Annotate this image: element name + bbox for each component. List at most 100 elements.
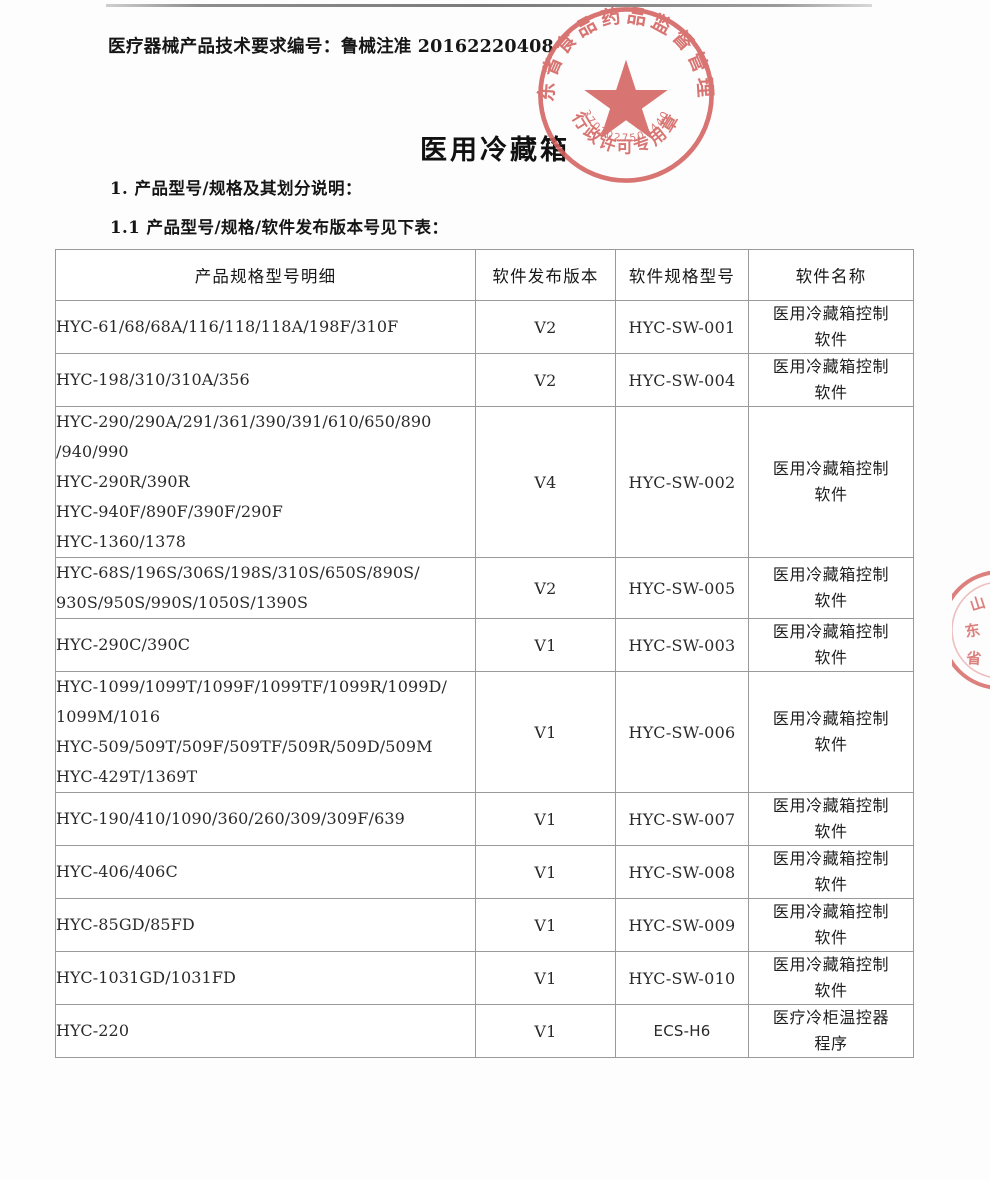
spec-table: 产品规格型号明细 软件发布版本 软件规格型号 软件名称 HYC-61/68/68… (55, 249, 914, 1058)
column-header-sw-name: 软件名称 (748, 249, 914, 301)
cell-sw-model: HYC-SW-009 (615, 898, 749, 952)
registration-number: 鲁械注准 20162220408 (340, 37, 554, 57)
table-row: HYC-290C/390C V1 HYC-SW-003 医用冷藏箱控制 软件 (55, 618, 914, 672)
sw-name-line: 医用冷藏箱控制 (772, 622, 890, 641)
table-row: HYC-68S/196S/306S/198S/310S/650S/890S/93… (55, 557, 914, 619)
cell-sw-model: HYC-SW-005 (615, 557, 749, 619)
cell-models: HYC-290C/390C (55, 618, 476, 672)
table-row: HYC-190/410/1090/360/260/309/309F/639 V1 H… (55, 792, 914, 846)
sw-name-line: 软件 (814, 591, 848, 610)
table-header-row: 产品规格型号明细 软件发布版本 软件规格型号 软件名称 (55, 249, 914, 301)
cell-sw-model: HYC-SW-007 (615, 792, 749, 846)
table-body: HYC-61/68/68A/116/118/118A/198F/310F V2 HY… (55, 300, 914, 1058)
cell-models: HYC-68S/196S/306S/198S/310S/650S/890S/93… (55, 557, 476, 619)
page-top-rule (106, 4, 872, 7)
model-line: 930S/950S/990S/1050S/1390S (56, 593, 309, 612)
model-line: HYC-429T/1369T (56, 767, 198, 786)
cell-sw-model: HYC-SW-006 (615, 671, 749, 793)
svg-text:省: 省 (965, 649, 982, 668)
cell-sw-name: 医用冷藏箱控制 软件 (748, 951, 914, 1005)
model-line: /940/990 (56, 442, 129, 461)
sw-name-line: 软件 (814, 928, 848, 947)
table-row: HYC-198/310/310A/356 V2 HYC-SW-004 医用冷藏箱控制软… (55, 353, 914, 407)
sw-name-line: 医用冷藏箱控制 (772, 955, 890, 974)
table-row: HYC-1099/1099T/1099F/1099TF/1099R/1099D/… (55, 671, 914, 793)
cell-models: HYC-290/290A/291/361/390/391/610/650/890… (55, 406, 476, 558)
svg-text:山东省食品药品监督管理局: 山东省食品药品监督管理局 (533, 2, 717, 103)
sw-name-line: 医用冷藏箱控制 (772, 849, 890, 868)
table-row: HYC-220 V1 ECS-H6 医疗冷柜温控器 程序 (55, 1004, 914, 1058)
cell-version: V1 (475, 845, 616, 899)
sw-name-line: 软件 (814, 822, 848, 841)
cell-models: HYC-220 (55, 1004, 476, 1058)
cell-sw-model: HYC-SW-008 (615, 845, 749, 899)
sw-name-line: 软件 (814, 485, 848, 504)
table-head: 产品规格型号明细 软件发布版本 软件规格型号 软件名称 (55, 249, 914, 301)
sw-name-line: 医疗冷柜温控器 (772, 1008, 890, 1027)
sw-name-line: 软件 (814, 648, 848, 667)
model-line: HYC-85GD/85FD (56, 915, 195, 934)
column-header-version: 软件发布版本 (475, 249, 616, 301)
sw-name-line: 软件 (814, 875, 848, 894)
cell-sw-name: 医疗冷柜温控器 程序 (748, 1004, 914, 1058)
sw-name-line: 医用冷藏箱控制 (772, 357, 890, 376)
sw-name-line: 程序 (814, 1034, 848, 1053)
cell-sw-name: 医用冷藏箱控制 软件 (748, 792, 914, 846)
sw-name-line: 软件 (814, 981, 848, 1000)
cell-sw-name: 医用冷藏箱控制 软件 (748, 353, 914, 407)
table-row: HYC-85GD/85FD V1 HYC-SW-009 医用冷藏箱控制 软件 (55, 898, 914, 952)
cell-sw-model: HYC-SW-002 (615, 406, 749, 558)
model-line: HYC-1360/1378 (56, 532, 187, 551)
sw-name-line: 医用冷藏箱控制 (772, 796, 890, 815)
sw-name-line: 软件 (814, 383, 848, 402)
cell-version: V1 (475, 951, 616, 1005)
model-line: HYC-61/68/68A/116/118/118A/198F/310F (56, 317, 399, 336)
table-row: HYC-61/68/68A/116/118/118A/198F/310F V2 HY… (55, 300, 914, 354)
model-line: HYC-940F/890F/390F/290F (56, 502, 283, 521)
cell-sw-name: 医用冷藏箱控制 软件 (748, 898, 914, 952)
page-title: 医用冷藏箱 (420, 135, 570, 166)
cell-version: V1 (475, 1004, 616, 1058)
cell-version: V1 (475, 618, 616, 672)
model-line: HYC-406/406C (56, 862, 178, 881)
cell-models: HYC-190/410/1090/360/260/309/309F/639 (55, 792, 476, 846)
model-line: 1099M/1016 (56, 707, 161, 726)
cell-sw-name: 医用冷藏箱控制 软件 (748, 406, 914, 558)
cell-sw-model: HYC-SW-001 (615, 300, 749, 354)
model-line: HYC-220 (56, 1021, 130, 1040)
cell-sw-name: 医用冷藏箱控制 软件 (748, 845, 914, 899)
sw-name-line: 软件 (814, 330, 848, 349)
table-row: HYC-1031GD/1031FD V1 HYC-SW-010 医用冷藏箱控制 软件 (55, 951, 914, 1005)
cell-models: HYC-61/68/68A/116/118/118A/198F/310F (55, 300, 476, 354)
svg-text:东: 东 (964, 621, 982, 641)
sw-name-line: 医用冷藏箱控制 (772, 304, 890, 323)
section-heading-1: 1. 产品型号/规格及其划分说明： (110, 179, 362, 198)
model-line: HYC-1099/1099T/1099F/1099TF/1099R/1099D/ (56, 677, 447, 696)
cell-version: V1 (475, 671, 616, 793)
cell-sw-model: ECS-H6 (615, 1004, 749, 1058)
sw-name-line: 医用冷藏箱控制 (772, 902, 890, 921)
cell-sw-model: HYC-SW-004 (615, 353, 749, 407)
svg-text:山: 山 (968, 593, 988, 615)
cell-sw-name: 医用冷藏箱控制 软件 (748, 557, 914, 619)
cell-sw-model: HYC-SW-010 (615, 951, 749, 1005)
column-header-models: 产品规格型号明细 (55, 249, 476, 301)
sw-name-line: 软件 (814, 735, 848, 754)
cell-sw-model: HYC-SW-003 (615, 618, 749, 672)
model-line: HYC-1031GD/1031FD (56, 968, 236, 987)
model-line: HYC-509/509T/509F/509TF/509R/509D/509M (56, 737, 433, 756)
sw-name-line: 医用冷藏箱控制 (772, 565, 890, 584)
sw-name-line: 医用冷藏箱控制 (772, 709, 890, 728)
section-heading-1-1: 1.1 产品型号/规格/软件发布版本号见下表： (110, 218, 449, 237)
cell-sw-name: 医用冷藏箱控制 软件 (748, 671, 914, 793)
model-line: HYC-290/290A/291/361/390/391/610/650/890 (56, 412, 432, 431)
model-line: HYC-198/310/310A/356 (56, 370, 250, 389)
cell-sw-name: 医用冷藏箱控制 软件 (748, 618, 914, 672)
header-label: 医疗器械产品技术要求编号： (108, 37, 341, 57)
cell-version: V4 (475, 406, 616, 558)
cell-models: HYC-1031GD/1031FD (55, 951, 476, 1005)
model-line: HYC-68S/196S/306S/198S/310S/650S/890S/ (56, 563, 420, 582)
cell-version: V1 (475, 898, 616, 952)
cell-models: HYC-406/406C (55, 845, 476, 899)
